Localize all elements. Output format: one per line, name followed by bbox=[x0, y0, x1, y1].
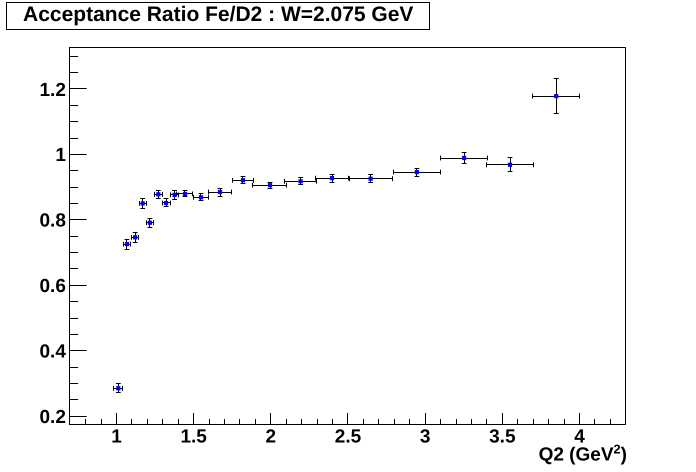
svg-text:2.5: 2.5 bbox=[335, 427, 362, 448]
svg-text:1: 1 bbox=[55, 145, 66, 166]
svg-text:Acceptance Ratio Fe/D2 : W=2.0: Acceptance Ratio Fe/D2 : W=2.075 GeV bbox=[23, 3, 413, 26]
svg-text:1.2: 1.2 bbox=[39, 80, 65, 101]
svg-text:1.5: 1.5 bbox=[180, 427, 207, 448]
svg-text:0.2: 0.2 bbox=[39, 407, 65, 428]
svg-text:3.5: 3.5 bbox=[489, 427, 516, 448]
svg-text:1: 1 bbox=[111, 427, 122, 448]
svg-text:0.6: 0.6 bbox=[39, 276, 65, 297]
svg-text:Q2 (GeV2): Q2 (GeV2) bbox=[539, 442, 627, 466]
svg-text:2: 2 bbox=[266, 427, 277, 448]
svg-text:0.4: 0.4 bbox=[39, 342, 66, 363]
svg-text:3: 3 bbox=[420, 427, 431, 448]
svg-text:4: 4 bbox=[574, 427, 585, 448]
svg-text:0.8: 0.8 bbox=[39, 211, 65, 232]
